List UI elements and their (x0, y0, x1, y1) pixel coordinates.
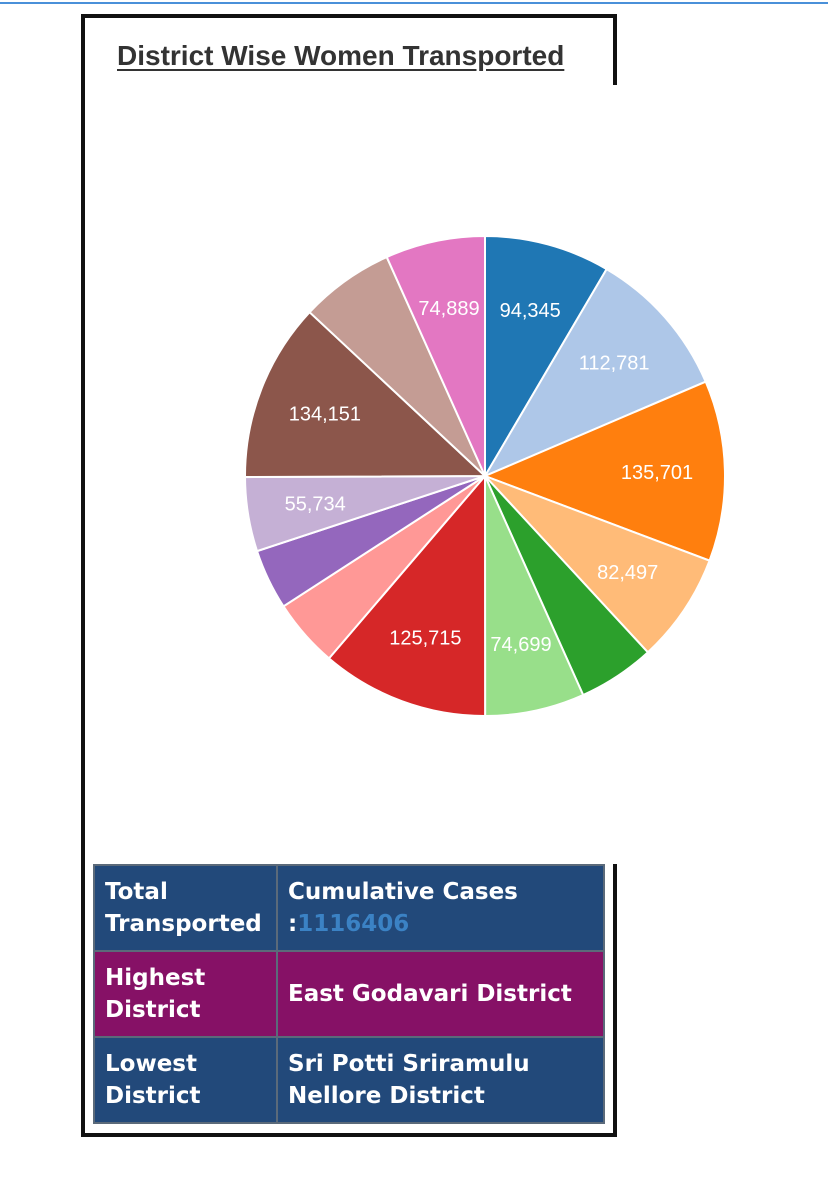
summary-table: Total Transported Cumulative Cases :1116… (93, 864, 605, 1124)
slice-label-12: 74,889 (418, 298, 479, 320)
top-divider (0, 2, 828, 4)
slice-label-6: 125,715 (389, 627, 461, 649)
summary-row-lowest: Lowest District Sri Potti Sriramulu Nell… (93, 1036, 605, 1124)
summary-row-total: Total Transported Cumulative Cases :1116… (93, 864, 605, 952)
total-value: 1116406 (297, 911, 410, 937)
total-text: Cumulative Cases : (288, 879, 518, 937)
slice-label-0: 94,345 (500, 300, 561, 322)
slice-label-10: 134,151 (289, 403, 361, 425)
panel-border-right-bottom (613, 864, 617, 1137)
pie-chart: 94,345 112,781 135,701 82,497 74,699 125,715 5… (243, 234, 726, 718)
pie-slice-0 (484, 234, 608, 480)
total-cell: Cumulative Cases :1116406 (276, 864, 605, 952)
lowest-value: Sri Potti Sriramulu Nellore District (276, 1036, 605, 1124)
slice-label-5: 74,699 (490, 634, 551, 656)
pie-slice-6 (327, 473, 487, 718)
panel-border-right-top (613, 14, 617, 85)
pie-slice-12 (385, 234, 486, 477)
slice-label-3: 82,497 (597, 562, 658, 584)
highest-value: East Godavari District (276, 950, 605, 1038)
panel-border-top (81, 14, 617, 18)
slice-label-9: 55,734 (285, 494, 346, 516)
chart-title: District Wise Women Transported (117, 40, 565, 71)
panel-border-left (81, 14, 85, 1137)
summary-row-highest: Highest District East Godavari District (93, 950, 605, 1038)
pie-slice-3 (484, 475, 711, 654)
pie-slice-10 (243, 310, 488, 479)
panel-border-bottom (81, 1133, 617, 1137)
lowest-label: Lowest District (93, 1036, 278, 1124)
pie-slice-2 (482, 380, 726, 562)
slice-label-2: 135,701 (621, 462, 693, 484)
slice-label-1: 112,781 (579, 352, 650, 374)
pie-slice-1 (482, 267, 707, 479)
highest-label: Highest District (93, 950, 278, 1038)
total-label: Total Transported (93, 864, 278, 952)
